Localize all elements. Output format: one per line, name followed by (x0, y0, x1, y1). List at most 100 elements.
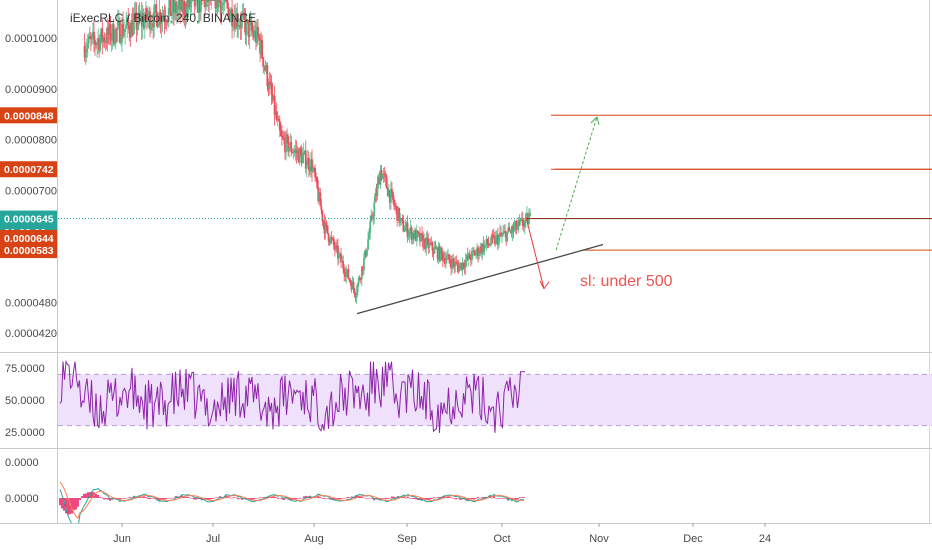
candle-body (415, 230, 418, 242)
candle-body (170, 13, 173, 16)
candle-body (343, 268, 346, 275)
candle-body (390, 189, 392, 203)
candle-body (223, 0, 226, 3)
candle-body (311, 159, 313, 172)
macd-histogram-bar (215, 497, 217, 498)
macd-histogram-bar (97, 494, 99, 498)
candle-body (318, 192, 321, 201)
candle-body (414, 230, 417, 242)
macd-histogram-bar (405, 497, 407, 499)
price-tick-label: 0.0000480 (5, 297, 57, 309)
macd-histogram-bar (381, 498, 383, 499)
candle-body (278, 121, 281, 131)
macd-histogram-bar (497, 498, 499, 499)
candle-body (391, 189, 393, 193)
candle-body (324, 222, 327, 234)
candle-body (493, 235, 496, 244)
macd-histogram-bar (301, 498, 303, 499)
candle-body (276, 119, 279, 121)
candle-body (372, 216, 375, 219)
macd-histogram-bar (165, 498, 167, 500)
candle-body (434, 247, 437, 249)
candle-body (261, 40, 264, 58)
macd-histogram-bar (255, 498, 257, 499)
macd-histogram-bar (517, 498, 519, 500)
candle-body (230, 8, 232, 16)
macd-histogram-bar (385, 498, 387, 500)
candle-body (236, 13, 239, 27)
macd-histogram-bar (169, 497, 171, 499)
macd-histogram-bar (103, 498, 105, 500)
macd-histogram-bar (317, 496, 319, 498)
candle-body (87, 36, 90, 44)
macd-histogram-bar (233, 497, 235, 498)
candle-body (227, 2, 229, 9)
candle-body (85, 48, 88, 53)
candle-body (180, 0, 183, 10)
macd-histogram-bar (479, 498, 481, 499)
chart-title: iExecRLC / Bitcoin, 240, BINANCE (70, 11, 256, 25)
candle-body (237, 25, 240, 27)
macd-histogram-bar (201, 498, 203, 501)
candle-body (334, 245, 337, 250)
candle-body (108, 24, 111, 36)
candle-body (300, 152, 303, 164)
candle-body (135, 12, 138, 30)
macd-histogram-bar (351, 496, 353, 498)
macd-histogram-bar (195, 498, 197, 500)
candle-body (289, 141, 292, 148)
macd-histogram-bar (87, 492, 89, 498)
macd-histogram-bar (455, 498, 457, 500)
macd-histogram-bar (519, 497, 521, 498)
candle-body (466, 255, 469, 260)
candle-body (472, 250, 474, 252)
macd-histogram-bar (465, 498, 467, 500)
candle-body (176, 9, 178, 14)
macd-histogram-bar (157, 498, 159, 501)
candle-body (375, 193, 378, 196)
candle-body (377, 177, 380, 184)
macd-histogram-bar (271, 496, 273, 498)
candle-body (290, 141, 293, 152)
candle-body (399, 218, 402, 223)
candle-body (429, 242, 432, 245)
candle-body (166, 20, 169, 23)
candle-body (259, 37, 261, 54)
candle-body (464, 260, 467, 268)
macd-histogram-bar (173, 497, 175, 499)
macd-histogram-bar (213, 498, 215, 499)
candle-body (327, 233, 330, 242)
macd-histogram-bar (107, 498, 109, 500)
candle-body (192, 0, 195, 1)
candle-body (209, 0, 212, 1)
candle-body (93, 31, 95, 40)
candle-body (160, 20, 163, 24)
candle-body (264, 66, 267, 71)
candle-body (260, 40, 263, 54)
candle-body (376, 183, 379, 196)
candle-body (249, 22, 252, 24)
candle-body (495, 234, 498, 237)
time-tick-label: Oct (493, 533, 510, 545)
candle-body (331, 238, 334, 240)
macd-histogram-bar (245, 498, 247, 500)
candle-body (332, 238, 335, 246)
macd-histogram-bar (65, 498, 67, 514)
price-badge (0, 242, 57, 259)
candle-body (189, 2, 192, 8)
macd-histogram-bar (469, 498, 471, 499)
candle-body (274, 111, 277, 116)
candle-body (394, 205, 396, 207)
time-tick-label: Jul (206, 533, 220, 545)
candle-body (467, 253, 470, 260)
macd-histogram-bar (63, 498, 65, 511)
macd-histogram-bar (383, 498, 385, 499)
macd-histogram-bar (285, 498, 287, 499)
macd-histogram-bar (207, 498, 209, 500)
macd-histogram-bar (391, 496, 393, 498)
candle-body (147, 17, 149, 21)
candle-body (197, 0, 200, 13)
macd-histogram-bar (69, 498, 71, 515)
candle-body (283, 137, 285, 140)
